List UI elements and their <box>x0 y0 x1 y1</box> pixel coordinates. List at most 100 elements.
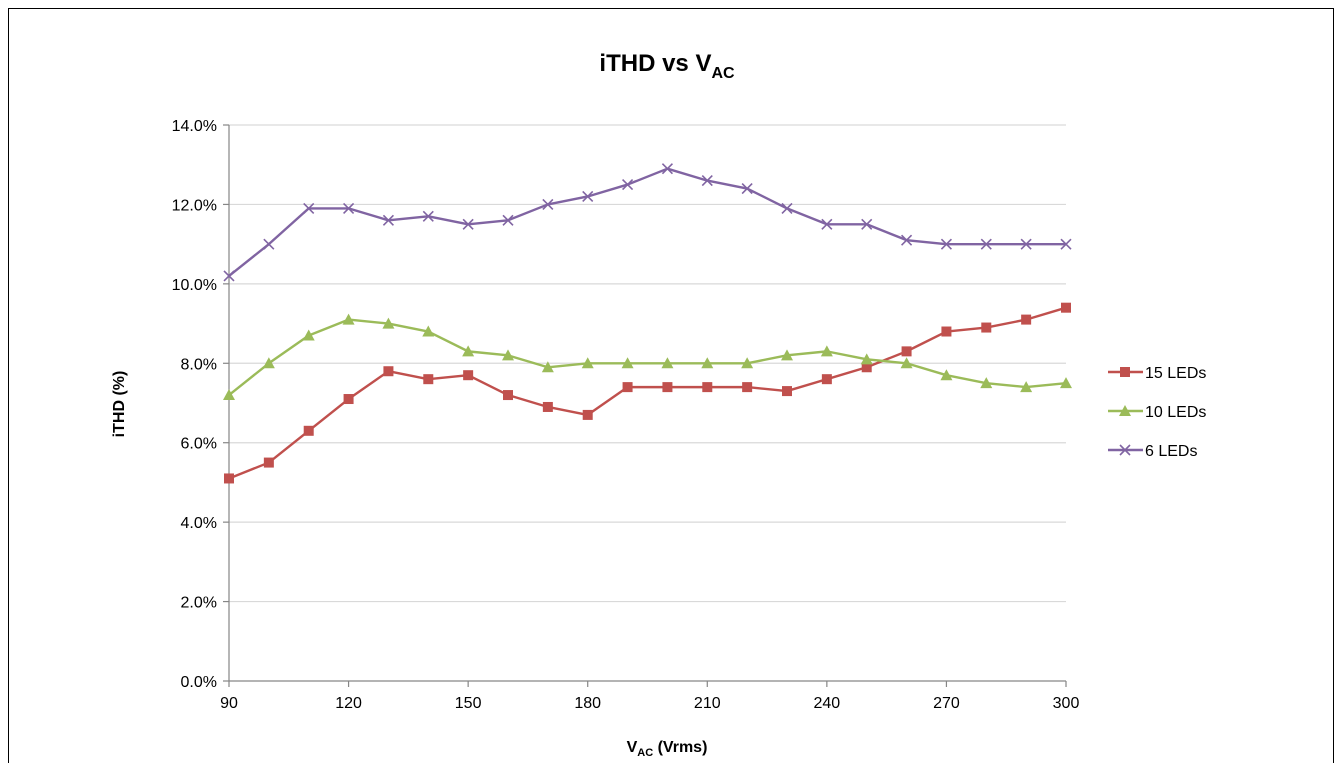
point-15-leds <box>542 401 553 412</box>
x-tick-label: 90 <box>220 695 238 712</box>
line-6-leds <box>228 167 1066 277</box>
point-10-leds <box>581 357 594 369</box>
x-tick-label: 120 <box>335 695 362 712</box>
point-15-leds <box>702 382 713 393</box>
point-15-leds <box>303 425 314 436</box>
point-6-leds <box>1020 238 1032 250</box>
point-10-leds <box>462 345 475 357</box>
point-15-leds <box>662 382 673 393</box>
point-15-leds <box>782 386 792 397</box>
series-15-leds <box>224 302 1071 484</box>
chart-title-subscript: AC <box>711 65 735 82</box>
point-6-leds <box>382 214 394 226</box>
point-10-leds <box>860 353 873 365</box>
point-10-leds <box>781 349 793 361</box>
point-6-leds <box>542 198 554 210</box>
series-6-leds <box>223 163 1072 282</box>
axes <box>223 124 1067 687</box>
y-tick-labels: 0.0% 2.0% 4.0% 6.0% 8.0% 10.0% 12.0% 14.0% <box>172 118 217 691</box>
point-6-leds <box>661 163 673 175</box>
point-6-leds <box>781 202 793 214</box>
point-10-leds <box>223 389 235 401</box>
point-15-leds <box>503 390 513 401</box>
point-10-leds <box>342 313 355 325</box>
point-6-leds <box>422 210 434 222</box>
x-tick-label: 240 <box>814 695 841 712</box>
x-tick-label: 300 <box>1053 695 1080 712</box>
point-15-leds <box>423 374 434 385</box>
point-10-leds <box>382 317 395 329</box>
line-15-leds <box>228 306 1067 480</box>
point-10-leds <box>980 377 993 389</box>
point-6-leds <box>741 182 753 195</box>
legend-marker-6-leds <box>1119 444 1131 456</box>
y-tick-label: 10.0% <box>172 277 217 294</box>
point-10-leds <box>1060 377 1072 389</box>
point-6-leds <box>502 214 514 226</box>
x-axis-title: VAC (Vrms) <box>627 739 708 759</box>
point-15-leds <box>343 394 354 405</box>
point-10-leds <box>262 357 275 369</box>
point-6-leds <box>223 270 235 282</box>
point-10-leds <box>661 357 674 369</box>
point-6-leds <box>901 234 913 246</box>
point-15-leds <box>622 382 633 393</box>
y-tick-label: 12.0% <box>172 197 217 214</box>
point-10-leds <box>541 361 554 373</box>
series-10-leds <box>223 313 1072 401</box>
point-15-leds <box>263 457 274 468</box>
point-6-leds <box>980 238 992 250</box>
chart-title: iTHD vs VAC <box>599 50 735 82</box>
y-tick-label: 0.0% <box>181 674 217 691</box>
point-6-leds <box>263 238 275 250</box>
x-tick-label: 270 <box>933 695 960 712</box>
legend-label-10-leds: 10 LEDs <box>1145 404 1206 421</box>
x-axis-title-unit: (Vrms) <box>653 739 707 756</box>
x-axis-title-subscript: AC <box>637 747 653 759</box>
point-6-leds <box>940 238 952 250</box>
point-6-leds <box>1060 238 1072 250</box>
point-10-leds <box>900 357 913 369</box>
point-10-leds <box>502 349 514 361</box>
point-6-leds <box>303 202 315 214</box>
series-group <box>223 163 1072 484</box>
point-15-leds <box>742 382 753 393</box>
point-15-leds <box>1061 302 1071 313</box>
legend-marker-15-leds <box>1120 367 1130 377</box>
point-10-leds <box>940 369 953 381</box>
y-tick-label: 2.0% <box>181 595 217 612</box>
legend-label-6-leds: 6 LEDs <box>1145 443 1197 460</box>
point-6-leds <box>462 218 474 230</box>
point-10-leds <box>302 329 315 341</box>
legend-label-15-leds: 15 LEDs <box>1145 365 1206 382</box>
legend-marker-10-leds <box>1119 405 1131 416</box>
point-15-leds <box>1021 314 1032 325</box>
point-15-leds <box>981 322 992 333</box>
point-10-leds <box>621 357 634 369</box>
y-tick-label: 8.0% <box>181 356 217 373</box>
point-15-leds <box>463 370 474 381</box>
y-tick-label: 6.0% <box>181 436 217 453</box>
line-10-leds <box>228 318 1067 396</box>
point-6-leds <box>343 202 355 214</box>
x-tick-label: 150 <box>455 695 482 712</box>
point-6-leds <box>582 190 594 203</box>
y-tick-label: 4.0% <box>181 515 217 532</box>
point-10-leds <box>1020 381 1033 393</box>
point-15-leds <box>224 473 234 484</box>
gridlines <box>229 124 1066 603</box>
point-10-leds <box>422 325 435 337</box>
point-6-leds <box>701 175 713 187</box>
point-6-leds <box>622 179 634 191</box>
point-15-leds <box>582 409 593 420</box>
legend: 15 LEDs 10 LEDs 6 LEDs <box>1108 365 1206 460</box>
x-tick-label: 180 <box>574 695 601 712</box>
point-15-leds <box>861 362 872 373</box>
point-6-leds <box>821 218 833 230</box>
point-15-leds <box>901 346 912 357</box>
y-axis-title: iTHD (%) <box>111 371 128 438</box>
x-tick-labels: 90 120 150 180 210 240 270 300 <box>220 695 1079 712</box>
point-10-leds <box>820 345 833 357</box>
point-10-leds <box>701 357 714 369</box>
